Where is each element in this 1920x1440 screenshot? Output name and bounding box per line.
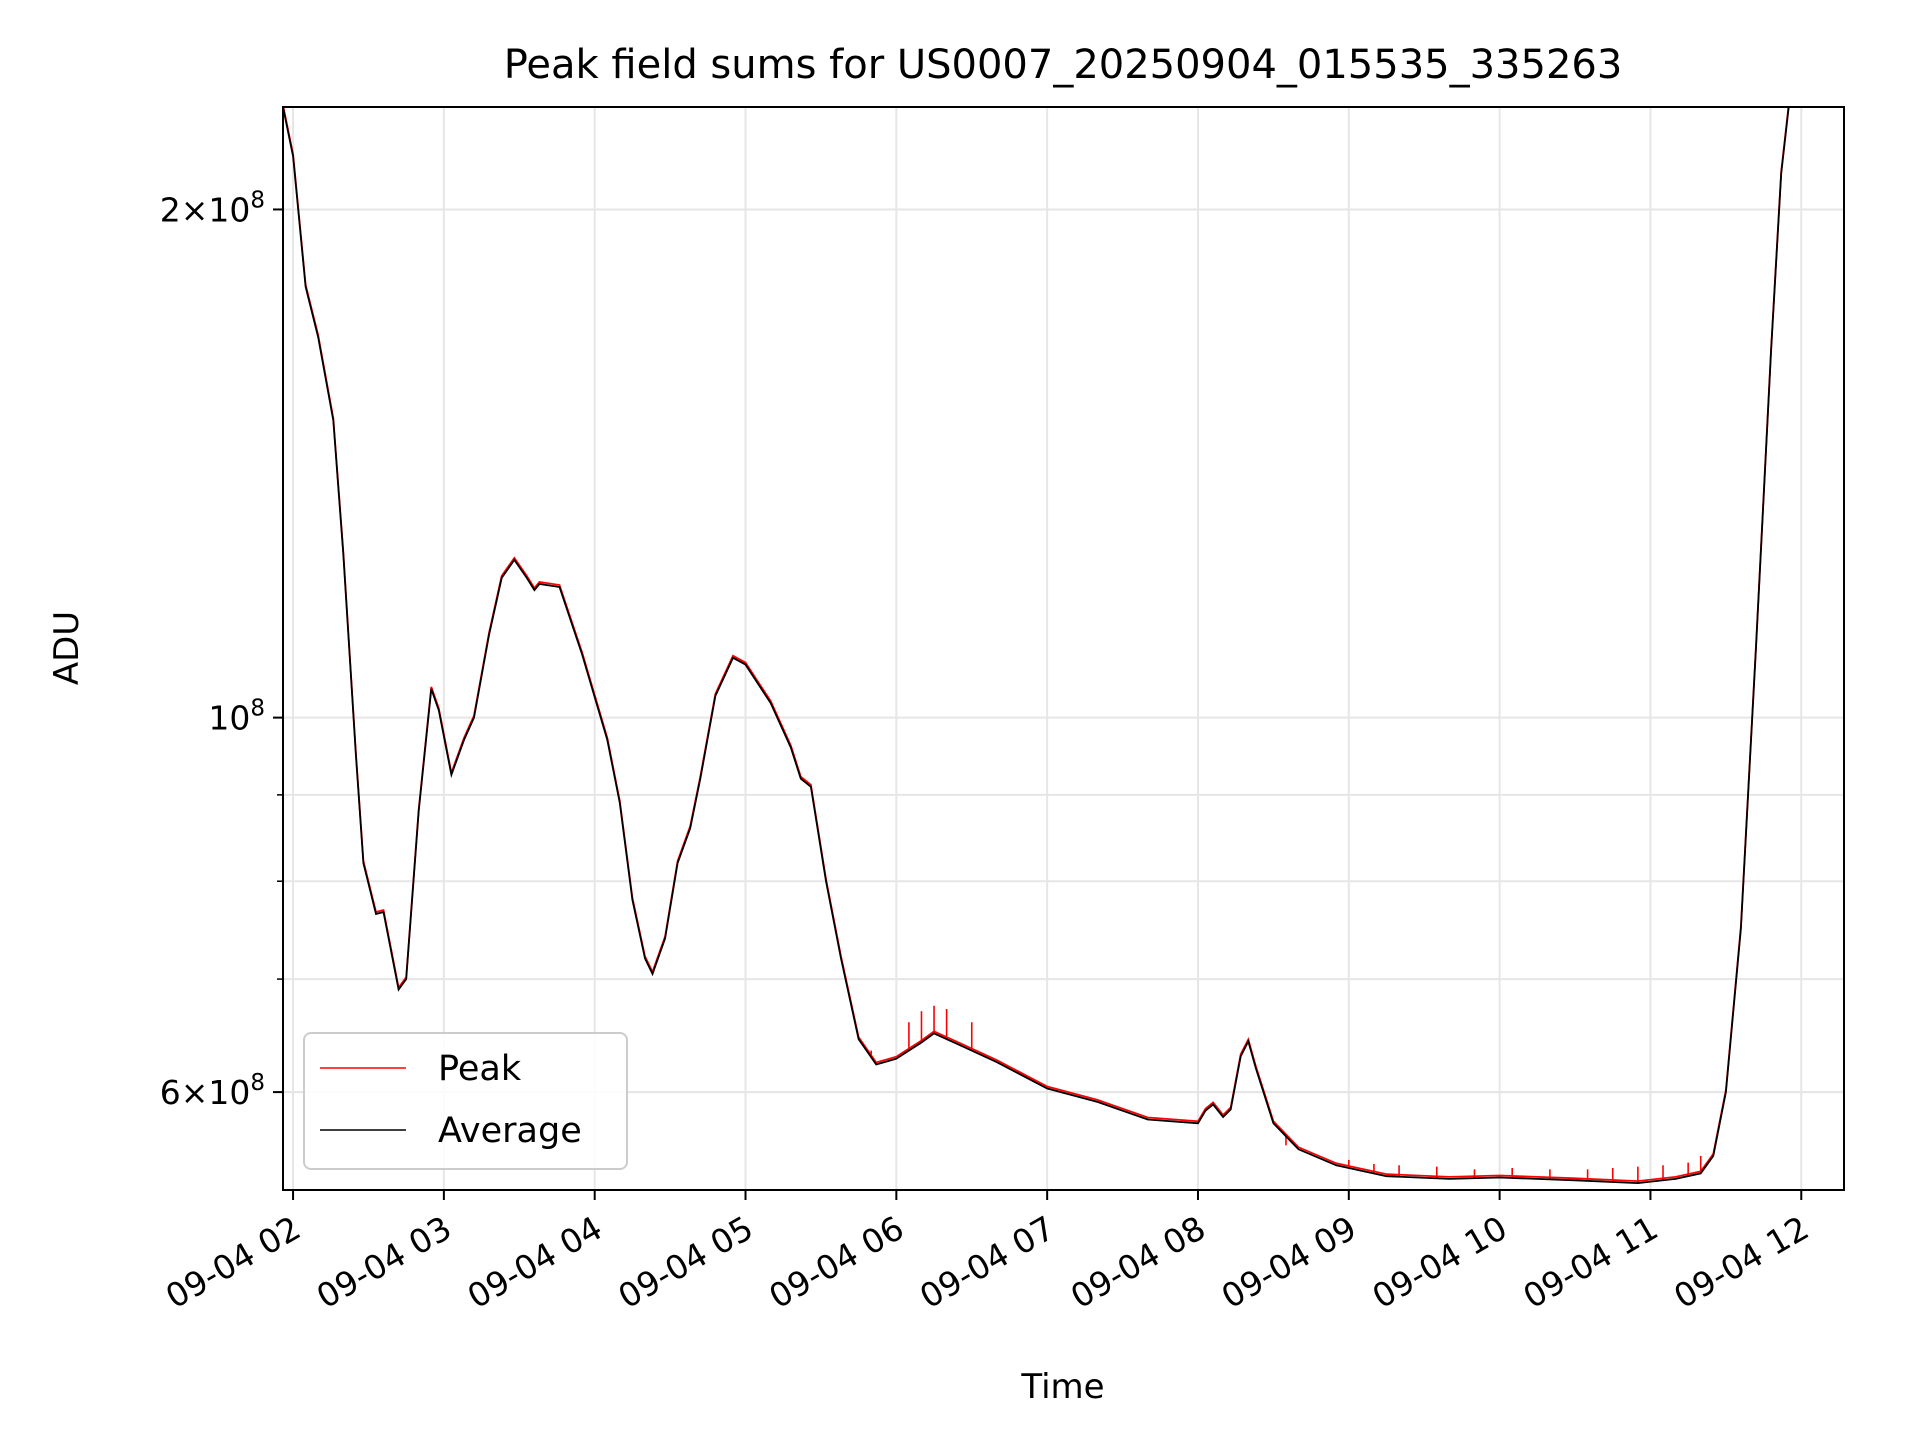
x-tick-label: 09-04 09: [1215, 1208, 1363, 1316]
plot-frame: [282, 106, 1845, 1191]
x-tick-label: 09-04 10: [1366, 1208, 1514, 1316]
x-axis-ticks: 09-04 02 09-04 03 09-04 04 09-04 05 09-04 06…: [159, 1190, 1815, 1316]
x-tick-label: 09-04 08: [1064, 1208, 1212, 1316]
grid-lines: [283, 107, 1844, 1190]
x-tick-label: 09-04 11: [1516, 1208, 1664, 1316]
legend-label-average: Average: [438, 1111, 582, 1151]
x-axis-label: Time: [1020, 1367, 1104, 1407]
y-tick-label: 2×108: [160, 187, 265, 229]
legend-label-peak: Peak: [438, 1049, 522, 1089]
x-tick-label: 09-04 02: [159, 1208, 307, 1316]
peak-series-line: [283, 107, 1790, 1183]
y-tick-label: 6×108: [160, 1070, 265, 1112]
x-tick-label: 09-04 07: [913, 1208, 1061, 1316]
legend: Peak Average: [303, 1032, 628, 1170]
x-tick-label: 09-04 06: [762, 1208, 910, 1316]
chart-title: Peak field sums for US0007_20250904_0155…: [504, 42, 1623, 88]
legend-box: [303, 1032, 628, 1170]
x-tick-label: 09-04 05: [612, 1208, 760, 1316]
average-series-line: [283, 107, 1790, 1185]
x-tick-label: 09-04 04: [461, 1208, 609, 1316]
series-lines: [283, 107, 1790, 1185]
y-tick-label: 108: [208, 696, 265, 738]
y-axis-ticks: 2×108 108 6×108: [160, 187, 283, 1112]
x-tick-label: 09-04 03: [310, 1208, 458, 1316]
x-tick-label: 09-04 12: [1667, 1208, 1815, 1316]
y-axis-label: ADU: [47, 611, 87, 685]
